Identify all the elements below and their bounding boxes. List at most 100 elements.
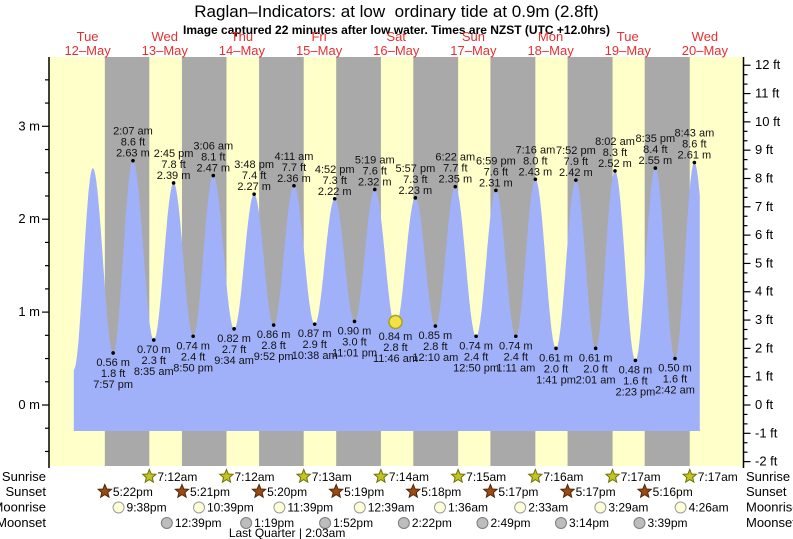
high-tide-label: 6:22 am [435, 152, 475, 164]
sunrise-icon [604, 468, 621, 484]
tide-extreme-dot [593, 346, 598, 351]
tick-label-ft: -2 ft [755, 454, 778, 469]
day-date-label: 17–May [450, 43, 497, 58]
high-tide-label: 5:57 pm [396, 163, 436, 175]
low-tide-label: 0.61 m [539, 352, 573, 364]
tick-label-ft: 10 ft [755, 114, 781, 129]
high-tide-label: 2.35 m [438, 174, 472, 186]
astro-time: 2:33am [528, 501, 568, 515]
high-tide-label: 3:48 pm [234, 159, 274, 171]
astro-time: 3:29am [608, 501, 648, 515]
high-tide-label: 8.4 ft [643, 144, 667, 156]
sunrise-icon [295, 468, 312, 484]
tick-label-ft: 9 ft [755, 142, 773, 157]
low-tide-label: 0.70 m [137, 344, 171, 356]
high-tide-label: 5:19 am [355, 154, 395, 166]
astro-row-label-right: Sunset [746, 484, 787, 499]
tick-label-ft: 8 ft [755, 170, 773, 185]
low-tide-label: 12:50 pm [453, 362, 499, 374]
moonset-icon [554, 517, 567, 529]
day-name-label: Fri [311, 29, 326, 44]
tide-extreme-dot [494, 188, 498, 193]
astro-time: 3:39pm [647, 516, 687, 530]
astro-time: 4:26am [689, 501, 729, 515]
astro-time: 5:19pm [344, 485, 384, 499]
low-tide-label: 0.50 m [658, 363, 692, 375]
low-tide-label: 2.8 ft [423, 341, 447, 353]
high-tide-label: 7.4 ft [242, 170, 266, 182]
sunrise-icon [373, 468, 389, 484]
astro-time: 12:39pm [175, 516, 222, 530]
low-tide-label: 12:10 am [412, 352, 458, 364]
high-tide-label: 8:43 am [674, 128, 714, 140]
high-tide-label: 2.42 m [559, 167, 593, 179]
sunset-icon [559, 483, 576, 499]
high-tide-label: 7.6 ft [484, 166, 508, 178]
tide-extreme-dot [131, 158, 135, 163]
low-tide-label: 0.85 m [419, 330, 453, 342]
low-tide-label: 0.84 m [379, 331, 413, 343]
tick-label-m: 3 m [18, 118, 40, 133]
tide-extreme-dot [453, 184, 458, 189]
low-tide-label: 2:23 pm [616, 386, 656, 398]
low-tide-label: 1:11 am [496, 362, 535, 374]
high-tide-label: 2.23 m [399, 185, 433, 197]
low-tide-label: 2.8 ft [261, 340, 285, 352]
low-tide-label: 9:34 am [214, 355, 254, 367]
low-tide-label: 0.82 m [217, 333, 251, 345]
astro-row-label-left: Moonset [0, 515, 46, 530]
day-name-label: Thu [231, 29, 253, 44]
sunset-icon [328, 483, 345, 499]
day-name-label: Wed [692, 29, 719, 44]
low-tide-label: 2.0 ft [544, 363, 568, 375]
tide-extreme-dot [211, 173, 216, 178]
moonrise-icon [353, 501, 366, 514]
moonset-icon [633, 517, 646, 529]
low-tide-label: 0.74 m [499, 340, 533, 352]
tide-extreme-dot [352, 319, 357, 324]
low-tide-label: 0.74 m [176, 340, 210, 352]
day-name-label: Tue [77, 29, 99, 44]
tick-label-m: 2 m [18, 211, 40, 226]
astro-time: 5:20pm [267, 485, 307, 499]
day-date-label: 18–May [527, 43, 574, 58]
high-tide-label: 2.43 m [519, 166, 553, 178]
astro-row-label-left: Sunset [6, 484, 47, 499]
low-tide-label: 0.61 m [579, 352, 613, 364]
astro-row-label-right: Sunrise [746, 469, 790, 484]
high-tide-label: 2:45 pm [154, 148, 194, 160]
tick-label-ft: 0 ft [755, 397, 773, 412]
high-tide-label: 2:07 am [113, 126, 153, 138]
high-tide-label: 7.7 ft [443, 163, 467, 175]
tick-label-ft: -1 ft [755, 425, 778, 440]
tick-label-ft: 5 ft [755, 255, 773, 270]
low-tide-label: 7:57 pm [93, 379, 133, 391]
high-tide-label: 8.6 ft [682, 139, 706, 151]
day-name-label: Mon [538, 29, 563, 44]
tide-extreme-dot [574, 178, 578, 182]
sunset-icon [482, 483, 499, 499]
low-tide-label: 11:46 am [373, 353, 418, 365]
low-tide-label: 2.8 ft [383, 342, 407, 354]
astro-time: 2:49pm [490, 516, 530, 530]
tick-label-ft: 12 ft [755, 57, 781, 72]
high-tide-label: 8.3 ft [603, 147, 627, 159]
low-tide-label: 0.74 m [459, 340, 493, 352]
astro-time: 7:17am [698, 470, 738, 484]
astro-row-label-right: Moonset [746, 515, 793, 530]
moonset-icon [319, 517, 332, 529]
astro-time: 9:38pm [127, 501, 167, 515]
tide-extreme-dot [554, 346, 558, 351]
tide-extreme-dot [653, 166, 658, 170]
moon-phase-footer: Last Quarter | 2:03am [229, 526, 346, 539]
low-tide-label: 0.48 m [619, 364, 653, 376]
high-tide-label: 7.7 ft [282, 162, 306, 174]
tide-extreme-dot [232, 327, 236, 331]
tick-label-ft: 3 ft [755, 312, 773, 327]
low-tide-label: 11:01 pm [332, 347, 377, 359]
astro-time: 1:36am [448, 501, 488, 515]
day-date-label: 15–May [296, 43, 343, 58]
high-tide-label: 7.9 ft [564, 156, 588, 168]
